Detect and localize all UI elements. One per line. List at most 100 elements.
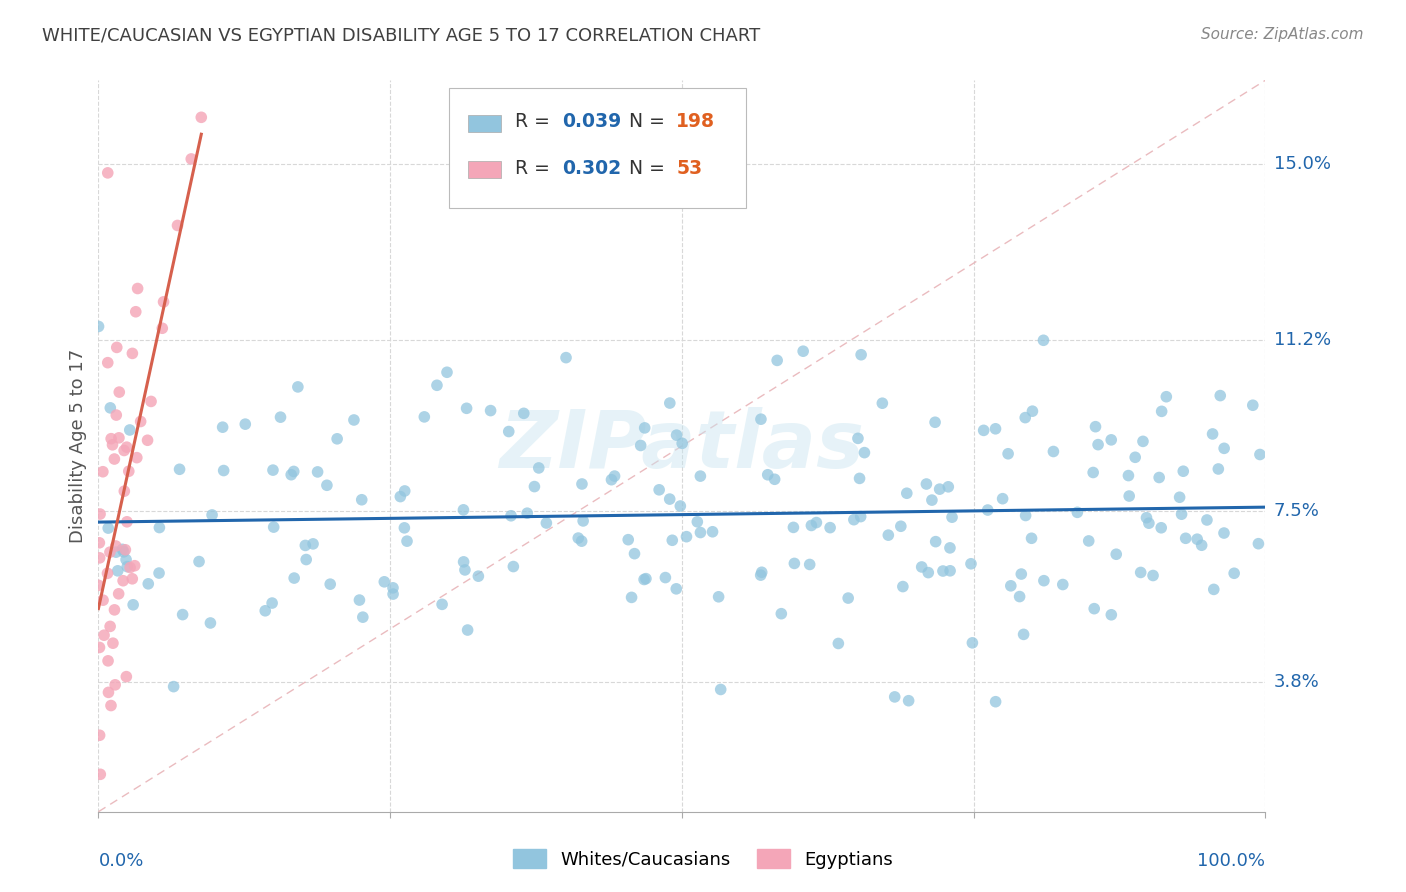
Point — [827, 636, 849, 650]
Point — [1077, 533, 1099, 548]
Point — [89, 640, 111, 655]
Point — [97, 356, 120, 370]
Point — [456, 401, 478, 416]
Point — [669, 499, 692, 513]
Point — [498, 425, 520, 439]
Point — [1223, 566, 1246, 581]
Point — [792, 344, 814, 359]
Point — [200, 615, 222, 630]
Point — [571, 477, 593, 491]
Point — [426, 378, 449, 392]
Point — [139, 394, 162, 409]
Point — [89, 728, 111, 742]
Point — [97, 166, 120, 180]
Point — [689, 469, 711, 483]
Point — [1081, 466, 1104, 480]
Point — [115, 440, 138, 454]
Point — [1150, 521, 1173, 535]
Point — [770, 607, 793, 621]
Point — [984, 695, 1007, 709]
Point — [1241, 398, 1264, 412]
Point — [939, 564, 962, 578]
Point — [152, 294, 174, 309]
Point — [849, 348, 872, 362]
Point — [917, 566, 939, 580]
Point — [89, 767, 111, 781]
Point — [467, 569, 489, 583]
Point — [1142, 568, 1164, 582]
Point — [1123, 450, 1146, 465]
Point — [101, 438, 124, 452]
Point — [658, 492, 681, 507]
Point — [620, 591, 643, 605]
Point — [661, 533, 683, 548]
Text: 15.0%: 15.0% — [1274, 154, 1330, 173]
Point — [212, 464, 235, 478]
Point — [115, 559, 138, 574]
Point — [1170, 507, 1192, 521]
Point — [1156, 390, 1178, 404]
Point — [1213, 442, 1236, 456]
Point — [105, 408, 128, 422]
Point — [883, 690, 905, 704]
Point — [262, 463, 284, 477]
Point — [675, 530, 697, 544]
Point — [1000, 579, 1022, 593]
Point — [555, 351, 578, 365]
Point — [671, 436, 693, 450]
Point — [1213, 526, 1236, 541]
Point — [1150, 404, 1173, 418]
Point — [921, 493, 943, 508]
Point — [125, 450, 148, 465]
Point — [91, 465, 114, 479]
Point — [1032, 574, 1054, 588]
Point — [87, 319, 110, 334]
Point — [634, 572, 657, 586]
Point — [800, 518, 823, 533]
Point — [169, 462, 191, 476]
Point — [1195, 513, 1218, 527]
Point — [1174, 531, 1197, 545]
Point — [263, 520, 285, 534]
Point — [124, 558, 146, 573]
Point — [991, 491, 1014, 506]
Point — [936, 480, 959, 494]
Point — [1105, 547, 1128, 561]
Point — [105, 340, 128, 354]
Point — [316, 478, 339, 492]
Point — [287, 380, 309, 394]
Point — [1014, 508, 1036, 523]
Point — [849, 509, 872, 524]
Point — [150, 321, 173, 335]
Point — [104, 539, 127, 553]
Point — [567, 531, 589, 545]
Point — [890, 519, 912, 533]
Point — [1168, 490, 1191, 504]
Point — [756, 467, 779, 482]
Point — [1042, 444, 1064, 458]
Point — [111, 542, 134, 557]
Point — [977, 503, 1000, 517]
Point — [97, 654, 120, 668]
FancyBboxPatch shape — [468, 115, 501, 132]
Point — [932, 564, 955, 578]
Point — [101, 636, 124, 650]
Point — [1173, 464, 1195, 478]
Point — [112, 484, 135, 499]
Text: 53: 53 — [676, 159, 702, 178]
Point — [93, 628, 115, 642]
Point — [148, 566, 170, 580]
Point — [846, 431, 869, 445]
Point — [1021, 404, 1043, 418]
Point — [389, 490, 412, 504]
Point — [382, 581, 405, 595]
Point — [190, 111, 212, 125]
Point — [394, 483, 416, 498]
Legend: Whites/Caucasians, Egyptians: Whites/Caucasians, Egyptians — [506, 842, 900, 876]
Point — [112, 545, 135, 559]
Point — [984, 422, 1007, 436]
Point — [136, 434, 159, 448]
Text: 0.0%: 0.0% — [98, 852, 143, 870]
Point — [749, 568, 772, 582]
Point — [294, 538, 316, 552]
